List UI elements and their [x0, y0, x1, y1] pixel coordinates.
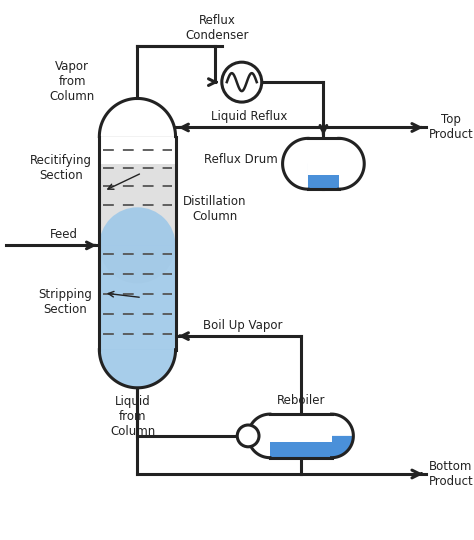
- Text: Bottom
Product: Bottom Product: [428, 460, 474, 488]
- Circle shape: [222, 62, 262, 102]
- Bar: [308, 138, 339, 175]
- Wedge shape: [100, 245, 175, 284]
- Wedge shape: [283, 138, 308, 189]
- Wedge shape: [283, 138, 308, 189]
- Text: Boil Up Vapor: Boil Up Vapor: [203, 319, 283, 332]
- Text: Stripping
Section: Stripping Section: [38, 288, 92, 316]
- Wedge shape: [100, 98, 175, 137]
- Bar: [100, 138, 175, 245]
- Text: Reflux
Condenser: Reflux Condenser: [185, 14, 249, 42]
- Wedge shape: [332, 414, 353, 458]
- Text: Vapor
from
Column: Vapor from Column: [50, 60, 95, 103]
- Wedge shape: [283, 164, 333, 189]
- Text: Reflux Drum: Reflux Drum: [204, 153, 278, 166]
- Wedge shape: [339, 138, 364, 189]
- Bar: [100, 137, 175, 350]
- Bar: [308, 175, 339, 189]
- Text: Distillation
Column: Distillation Column: [183, 195, 246, 223]
- Text: Reboiler: Reboiler: [276, 394, 325, 407]
- Circle shape: [237, 425, 259, 447]
- Wedge shape: [100, 98, 175, 137]
- Wedge shape: [313, 164, 364, 189]
- Text: Recitifying
Section: Recitifying Section: [30, 154, 92, 183]
- Wedge shape: [100, 100, 175, 138]
- Bar: [308, 138, 339, 189]
- Bar: [270, 442, 332, 458]
- Wedge shape: [100, 350, 175, 388]
- Bar: [100, 137, 175, 164]
- Wedge shape: [100, 207, 175, 245]
- Wedge shape: [248, 414, 270, 458]
- Bar: [270, 414, 332, 458]
- Text: Liquid
from
Column: Liquid from Column: [110, 395, 155, 438]
- Text: Liquid Reflux: Liquid Reflux: [211, 110, 288, 123]
- Bar: [270, 414, 332, 442]
- Text: Feed: Feed: [49, 228, 77, 241]
- Wedge shape: [100, 350, 175, 388]
- Text: Top
Product: Top Product: [428, 113, 474, 141]
- Bar: [100, 245, 175, 350]
- Wedge shape: [339, 138, 364, 189]
- Bar: [100, 138, 175, 245]
- Wedge shape: [248, 414, 270, 458]
- Wedge shape: [310, 436, 353, 458]
- Bar: [308, 175, 339, 189]
